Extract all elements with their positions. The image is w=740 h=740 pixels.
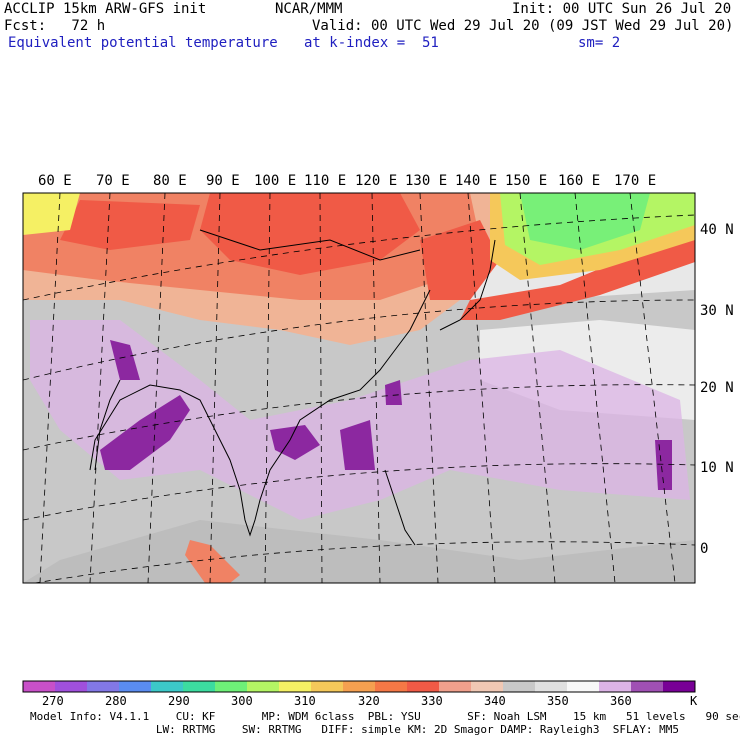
- purple-south-china-sea: [340, 420, 375, 470]
- colorbar-swatch: [311, 681, 344, 692]
- colorbar-tick: 330: [421, 694, 443, 708]
- colorbar-swatch: [343, 681, 376, 692]
- lon-label: 80 E: [153, 173, 187, 189]
- colorbar-swatch: [279, 681, 312, 692]
- country-border: [199, 229, 421, 261]
- colorbar-swatch: [503, 681, 536, 692]
- map-frame: [22, 192, 696, 584]
- colorbar-swatch: [215, 681, 248, 692]
- model-info-line2: LW: RRTMG SW: RRTMG DIFF: simple KM: 2D …: [30, 723, 680, 736]
- colorbar-swatch: [471, 681, 504, 692]
- lon-label: 110 E: [304, 173, 347, 189]
- purple-west-pacific: [655, 440, 672, 490]
- colorbar-swatch: [599, 681, 632, 692]
- colorbar-tick: 290: [168, 694, 190, 708]
- colorbar-unit: K: [690, 694, 698, 708]
- field-name: Equivalent potential temperature: [8, 35, 278, 51]
- colorbar-swatch: [535, 681, 568, 692]
- lat-label: 10 N: [700, 460, 734, 476]
- lat-label: 40 N: [700, 222, 734, 238]
- lat-label: 0: [700, 541, 709, 557]
- colorbar-tick: 350: [547, 694, 569, 708]
- parallel: [23, 384, 695, 451]
- institution-label: NCAR/MMM: [275, 1, 343, 17]
- lon-label: 100 E: [254, 173, 297, 189]
- valid-time: Valid: 00 UTC Wed 29 Jul 20 (09 JST Wed …: [312, 18, 734, 34]
- coastlines: [89, 229, 496, 546]
- lon-label: 60 E: [38, 173, 72, 189]
- colorbar-swatch: [567, 681, 600, 692]
- philippines-coastline: [384, 469, 416, 546]
- colorbar-tick: 270: [42, 694, 64, 708]
- parallel: [23, 463, 695, 521]
- india-west-coast: [94, 379, 121, 471]
- colorbar-swatch: [631, 681, 664, 692]
- lon-label: 160 E: [558, 173, 601, 189]
- colorbar-tick: 280: [105, 694, 127, 708]
- red-region-manchuria: [420, 220, 500, 300]
- forecast-hour: Fcst: 72 h: [4, 18, 106, 34]
- graticule: [23, 193, 695, 583]
- japan-coastline: [439, 239, 496, 331]
- model-run-title: ACCLIP 15km ARW-GFS init: [4, 1, 207, 17]
- red-band-pacific: [460, 230, 695, 320]
- colorbar-swatch: [663, 681, 696, 692]
- colorbar-swatch: [23, 681, 56, 692]
- colorbar-swatch: [119, 681, 152, 692]
- lon-label: 130 E: [405, 173, 448, 189]
- colorbar-swatch: [247, 681, 280, 692]
- lon-label: 90 E: [206, 173, 240, 189]
- smoothing-label: sm= 2: [578, 35, 621, 51]
- model-info-line1: Model Info: V4.1.1 CU: KF MP: WDM 6class…: [30, 710, 740, 723]
- lon-label: 120 E: [355, 173, 398, 189]
- lavender-region: [30, 320, 690, 520]
- lon-label: 170 E: [614, 173, 657, 189]
- yellow-region: [23, 193, 80, 235]
- lon-label: 150 E: [505, 173, 548, 189]
- salmon-sumatra: [185, 540, 240, 583]
- lon-label: 70 E: [96, 173, 130, 189]
- level-label: at k-index = 51: [304, 35, 439, 51]
- lon-label: 140 E: [455, 173, 498, 189]
- colorbar-frame: [22, 680, 696, 693]
- asia-coastline: [89, 289, 431, 537]
- green-region: [520, 193, 650, 250]
- purple-bay-of-bengal: [100, 395, 190, 470]
- red-region-central-asia: [60, 200, 200, 250]
- colorbar-swatch: [87, 681, 120, 692]
- colorbar: [22, 680, 696, 693]
- colorbar-swatch: [183, 681, 216, 692]
- init-time: Init: 00 UTC Sun 26 Jul 20: [512, 1, 732, 17]
- colorbar-tick: 320: [358, 694, 380, 708]
- colorbar-swatch: [375, 681, 408, 692]
- lat-label: 20 N: [700, 380, 734, 396]
- gray-region-south: [23, 520, 695, 583]
- lat-label: 30 N: [700, 303, 734, 319]
- colorbar-tick: 300: [231, 694, 253, 708]
- purple-himalaya: [110, 340, 140, 380]
- colorbar-swatch: [151, 681, 184, 692]
- colorbar-swatch: [439, 681, 472, 692]
- colorbar-tick: 340: [484, 694, 506, 708]
- colorbar-tick: 360: [610, 694, 632, 708]
- parallel: [32, 541, 695, 583]
- colorbar-tick: 310: [294, 694, 316, 708]
- purple-philippine-sea: [385, 380, 402, 405]
- colorbar-swatch: [55, 681, 88, 692]
- colorbar-swatch: [407, 681, 440, 692]
- theta-e-field: [23, 193, 695, 583]
